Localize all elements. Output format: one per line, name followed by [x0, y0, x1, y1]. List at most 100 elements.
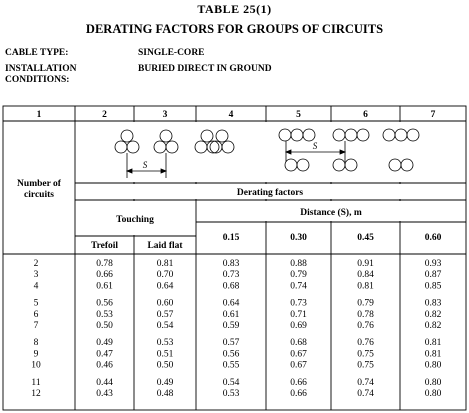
derating-factor-cell: 0.49	[96, 338, 113, 348]
derating-factor-cell: 0.47	[96, 349, 113, 359]
column-number: 6	[363, 110, 368, 120]
derating-factor-cell: 0.43	[96, 389, 113, 399]
derating-factor-cell: 0.81	[157, 259, 174, 269]
derating-factor-cell: 0.73	[290, 299, 307, 309]
table-body: 2 0.78 0.81 0.83 0.88 0.91 0.933 0.66 0.70 0.73 0.…	[31, 259, 441, 399]
derating-factor-cell: 0.74	[357, 378, 374, 388]
derating-factor-cell: 0.61	[96, 281, 113, 291]
circuit-count-cell: 5	[34, 299, 39, 309]
derating-factor-cell: 0.85	[425, 281, 442, 291]
number-of-circuits-label: Number of circuits	[17, 179, 62, 200]
derating-factor-cell: 0.82	[425, 321, 442, 331]
derating-factors-label: Derating factors	[237, 188, 304, 198]
spacing-label-s: S	[143, 160, 148, 170]
derating-factor-cell: 0.60	[157, 299, 174, 309]
derating-factor-cell: 0.91	[357, 259, 374, 269]
circuit-count-cell: 8	[34, 338, 39, 348]
derating-factor-cell: 0.75	[357, 361, 374, 371]
derating-factor-cell: 0.46	[96, 361, 113, 371]
derating-factor-cell: 0.50	[96, 321, 113, 331]
derating-factor-cell: 0.53	[157, 338, 174, 348]
derating-factor-cell: 0.78	[357, 310, 374, 320]
derating-factor-cell: 0.54	[157, 321, 174, 331]
table-title: DERATING FACTORS FOR GROUPS OF CIRCUITS	[85, 22, 384, 36]
derating-factor-cell: 0.88	[290, 259, 307, 269]
circuit-count-cell: 11	[31, 378, 40, 388]
circuit-count-cell: 9	[34, 349, 39, 359]
circuit-count-cell: 6	[34, 310, 39, 320]
derating-factor-cell: 0.74	[290, 281, 307, 291]
derating-factor-cell: 0.78	[96, 259, 113, 269]
derating-factor-cell: 0.64	[157, 281, 174, 291]
cable-type-label: CABLE TYPE:	[5, 48, 69, 58]
derating-factor-cell: 0.83	[425, 299, 442, 309]
sub-headers: Trefoil Laid flat 0.15 0.30 0.45 0.60	[91, 233, 442, 251]
derating-factor-cell: 0.59	[223, 321, 240, 331]
derating-factor-cell: 0.54	[223, 378, 240, 388]
derating-factor-cell: 0.55	[223, 361, 240, 371]
sketch-area-bg	[76, 122, 465, 182]
column-number: 4	[229, 110, 234, 120]
derating-factor-cell: 0.56	[223, 349, 240, 359]
installation-value: BURIED DIRECT IN GROUND	[138, 64, 272, 74]
derating-factor-cell: 0.76	[357, 321, 374, 331]
trefoil-group-sketch	[194, 129, 235, 154]
sub-header: 0.60	[425, 233, 442, 243]
table-frame	[2, 105, 467, 411]
derating-factor-cell: 0.81	[425, 338, 442, 348]
derating-factor-cell: 0.51	[157, 349, 174, 359]
derating-factor-cell: 0.79	[290, 270, 307, 280]
derating-factor-cell: 0.83	[223, 259, 240, 269]
derating-factor-cell: 0.64	[223, 299, 240, 309]
sub-header: 0.30	[290, 233, 307, 243]
column-numbers: 1 2 3 4 5 6 7	[37, 110, 436, 120]
circuit-count-cell: 3	[34, 270, 39, 280]
circuit-count-cell: 12	[31, 389, 41, 399]
table-number: TABLE 25(1)	[197, 2, 272, 16]
derating-factor-cell: 0.80	[425, 361, 442, 371]
circuit-count-cell: 10	[31, 361, 41, 371]
column-number: 3	[163, 110, 168, 120]
derating-factor-cell: 0.66	[290, 378, 307, 388]
derating-factor-cell: 0.67	[290, 349, 307, 359]
spacing-label-s-2: S	[313, 141, 318, 151]
sub-header: Trefoil	[91, 241, 118, 251]
derating-factor-cell: 0.44	[96, 378, 113, 388]
column-number: 5	[296, 110, 301, 120]
column-number: 1	[37, 110, 42, 120]
derating-factor-cell: 0.66	[290, 389, 307, 399]
derating-factor-cell: 0.80	[425, 389, 442, 399]
cable-arrangement-sketches: S S	[114, 128, 420, 178]
derating-factor-cell: 0.73	[223, 270, 240, 280]
circuit-count-cell: 7	[34, 321, 39, 331]
installation-label: INSTALLATION CONDITIONS:	[5, 64, 77, 85]
derating-factor-cell: 0.66	[96, 270, 113, 280]
touching-label: Touching	[116, 215, 154, 225]
derating-factor-cell: 0.53	[223, 389, 240, 399]
sub-header: 0.15	[223, 233, 240, 243]
column-dividers	[74, 106, 465, 410]
derating-factor-cell: 0.57	[223, 338, 240, 348]
distance-label: Distance (S), m	[300, 207, 362, 218]
cable-type-value: SINGLE-CORE	[138, 48, 205, 58]
derating-factor-cell: 0.56	[96, 299, 113, 309]
derating-band-bg	[76, 184, 465, 199]
touching-band-bg	[76, 201, 195, 235]
derating-factor-cell: 0.93	[425, 259, 442, 269]
derating-factor-cell: 0.75	[357, 349, 374, 359]
derating-factor-cell: 0.87	[425, 270, 442, 280]
derating-factor-cell: 0.74	[357, 389, 374, 399]
derating-factor-cell: 0.80	[425, 378, 442, 388]
derating-factor-cell: 0.49	[157, 378, 174, 388]
derating-factor-cell: 0.70	[157, 270, 174, 280]
trefoil-pair-sketch	[114, 129, 179, 178]
derating-factor-cell: 0.68	[223, 281, 240, 291]
derating-factor-cell: 0.68	[290, 338, 307, 348]
column-number: 7	[431, 110, 436, 120]
distance-band-bg	[197, 201, 465, 221]
laid-flat-touching-sketch	[382, 128, 420, 172]
circuit-count-cell: 2	[34, 259, 39, 269]
sub-header: 0.45	[357, 233, 374, 243]
derating-factor-cell: 0.61	[223, 310, 240, 320]
